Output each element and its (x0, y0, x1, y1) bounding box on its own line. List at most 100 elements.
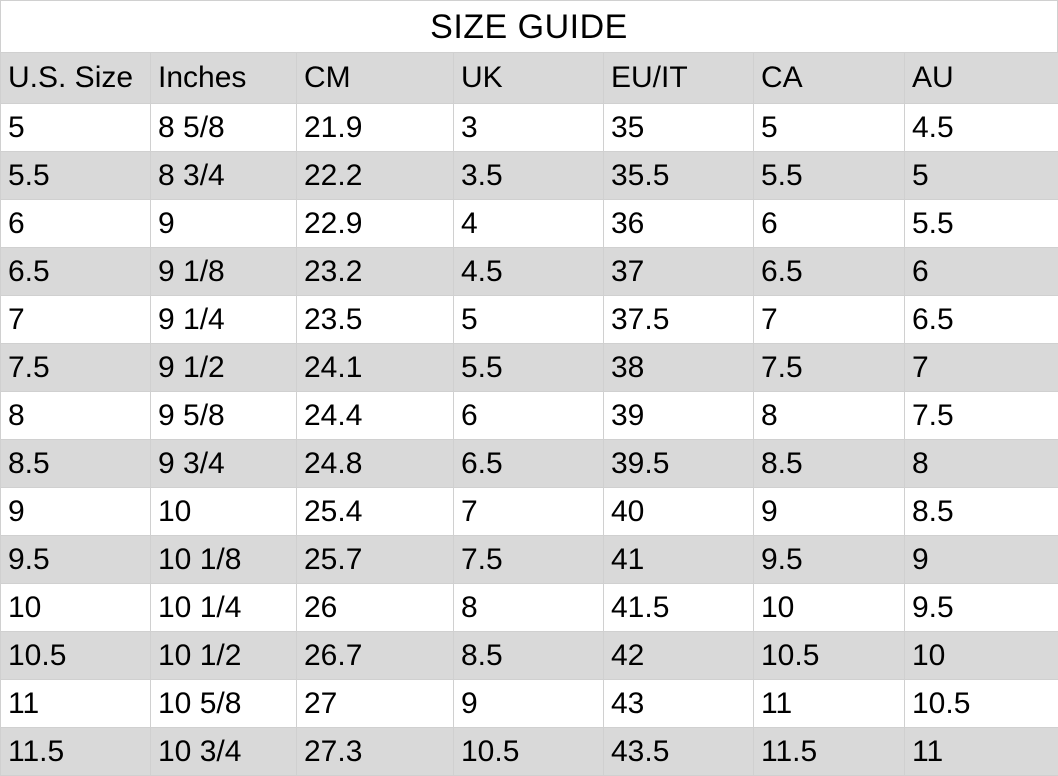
table-cell: 43.5 (604, 728, 754, 776)
table-cell: 5 (754, 104, 905, 152)
table-cell: 10.5 (454, 728, 604, 776)
table-cell: 9 (151, 200, 297, 248)
table-cell: 22.2 (297, 152, 454, 200)
table-cell: 38 (604, 344, 754, 392)
table-cell: 9 (905, 536, 1058, 584)
table-cell: 10 (905, 632, 1058, 680)
table-cell: 7 (905, 344, 1058, 392)
table-cell: 11 (1, 680, 151, 728)
table-cell: 21.9 (297, 104, 454, 152)
table-cell: 6 (905, 248, 1058, 296)
table-cell: 37 (604, 248, 754, 296)
table-cell: 9 1/8 (151, 248, 297, 296)
table-cell: 24.4 (297, 392, 454, 440)
table-cell: 5.5 (454, 344, 604, 392)
table-cell: 8 (754, 392, 905, 440)
table-cell: 3 (454, 104, 604, 152)
table-cell: 6.5 (905, 296, 1058, 344)
page-title: SIZE GUIDE (430, 10, 628, 44)
table-cell: 22.9 (297, 200, 454, 248)
table-cell: 27 (297, 680, 454, 728)
table-cell: 11 (905, 728, 1058, 776)
table-cell: 41.5 (604, 584, 754, 632)
table-cell: 9.5 (1, 536, 151, 584)
table-cell: 26.7 (297, 632, 454, 680)
table-cell: 39.5 (604, 440, 754, 488)
table-cell: 5 (1, 104, 151, 152)
table-cell: 6.5 (1, 248, 151, 296)
column-header-eu-it: EU/IT (604, 53, 754, 104)
table-cell: 37.5 (604, 296, 754, 344)
table-cell: 10 (754, 584, 905, 632)
table-cell: 8.5 (454, 632, 604, 680)
table-cell: 10 1/4 (151, 584, 297, 632)
table-cell: 35 (604, 104, 754, 152)
table-cell: 27.3 (297, 728, 454, 776)
table-cell: 7.5 (454, 536, 604, 584)
table-cell: 9 3/4 (151, 440, 297, 488)
title-bar: SIZE GUIDE (0, 0, 1058, 52)
table-cell: 6 (1, 200, 151, 248)
table-cell: 43 (604, 680, 754, 728)
table-cell: 10 1/8 (151, 536, 297, 584)
table-cell: 4.5 (905, 104, 1058, 152)
table-cell: 10 5/8 (151, 680, 297, 728)
table-cell: 9 (454, 680, 604, 728)
table-cell: 10.5 (754, 632, 905, 680)
table-cell: 8.5 (754, 440, 905, 488)
table-cell: 7 (754, 296, 905, 344)
table-cell: 25.7 (297, 536, 454, 584)
table-cell: 8 (905, 440, 1058, 488)
table-cell: 4.5 (454, 248, 604, 296)
table-cell: 10 (1, 584, 151, 632)
table-cell: 7.5 (1, 344, 151, 392)
table-cell: 11.5 (754, 728, 905, 776)
table-cell: 6 (454, 392, 604, 440)
table-cell: 36 (604, 200, 754, 248)
table-cell: 7 (1, 296, 151, 344)
table-cell: 9 (1, 488, 151, 536)
table-cell: 3.5 (454, 152, 604, 200)
table-cell: 5.5 (754, 152, 905, 200)
table-cell: 35.5 (604, 152, 754, 200)
table-cell: 9 5/8 (151, 392, 297, 440)
column-header-u-s-size: U.S. Size (1, 53, 151, 104)
table-cell: 8.5 (905, 488, 1058, 536)
table-cell: 8 5/8 (151, 104, 297, 152)
column-header-ca: CA (754, 53, 905, 104)
column-header-inches: Inches (151, 53, 297, 104)
table-cell: 10.5 (905, 680, 1058, 728)
table-cell: 10.5 (1, 632, 151, 680)
table-cell: 4 (454, 200, 604, 248)
table-cell: 9 1/4 (151, 296, 297, 344)
table-cell: 7 (454, 488, 604, 536)
column-header-au: AU (905, 53, 1058, 104)
table-cell: 42 (604, 632, 754, 680)
table-cell: 6.5 (454, 440, 604, 488)
table-cell: 9 (754, 488, 905, 536)
table-cell: 11.5 (1, 728, 151, 776)
table-cell: 23.5 (297, 296, 454, 344)
table-cell: 8 (1, 392, 151, 440)
table-cell: 23.2 (297, 248, 454, 296)
table-cell: 10 1/2 (151, 632, 297, 680)
table-cell: 7.5 (905, 392, 1058, 440)
table-cell: 39 (604, 392, 754, 440)
table-cell: 8 3/4 (151, 152, 297, 200)
table-cell: 10 3/4 (151, 728, 297, 776)
table-cell: 11 (754, 680, 905, 728)
table-cell: 40 (604, 488, 754, 536)
table-cell: 5.5 (1, 152, 151, 200)
